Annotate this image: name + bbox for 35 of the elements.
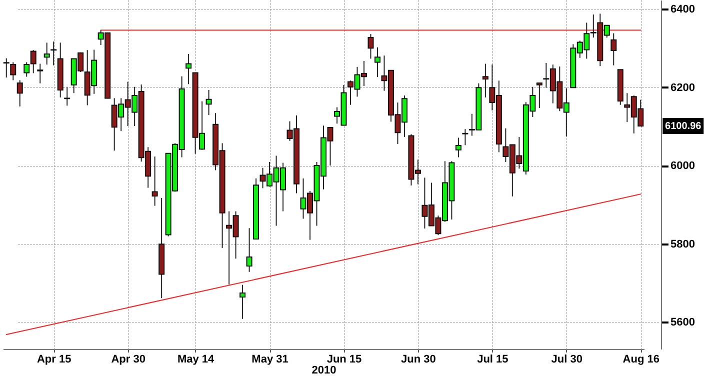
candlestick	[206, 89, 212, 116]
candlestick	[240, 284, 246, 320]
candlestick	[3, 58, 10, 78]
candlestick	[10, 62, 16, 81]
y-tick-label: 6000	[670, 160, 695, 172]
x-tick-label: Aug 16	[622, 354, 660, 366]
candlestick	[374, 46, 380, 78]
candlestick	[44, 42, 50, 66]
x-tick-label: Jul 30	[551, 354, 582, 366]
y-tick-label: 5600	[670, 316, 695, 329]
candlestick	[186, 53, 192, 85]
candlestick	[455, 137, 462, 158]
x-tick-label: Apr 30	[111, 354, 146, 366]
candlestick	[37, 63, 44, 84]
candlestick	[610, 32, 617, 66]
candlestick	[64, 86, 70, 106]
candlestick	[152, 156, 158, 206]
candlestick	[368, 34, 374, 60]
candlestick	[16, 80, 23, 107]
y-tick-label: 6200	[670, 82, 695, 94]
candlestick	[536, 82, 542, 108]
y-tick-label: 6400	[670, 4, 695, 16]
candlestick	[462, 128, 468, 146]
x-tick-label: Jul 15	[477, 354, 508, 366]
candlestick	[246, 228, 252, 272]
annotation: 6100.96	[665, 121, 702, 132]
x-tick-label: Apr 15	[36, 354, 72, 366]
y-tick-label: 5800	[670, 238, 695, 250]
x-axis-title: 2010	[312, 364, 336, 376]
x-tick-label: Jun 30	[401, 354, 436, 366]
candlestick	[50, 40, 57, 66]
x-tick-label: Jun 15	[326, 354, 362, 366]
candlestick	[482, 63, 488, 98]
x-tick-label: May 31	[252, 354, 288, 366]
x-tick-label: May 14	[177, 354, 216, 366]
